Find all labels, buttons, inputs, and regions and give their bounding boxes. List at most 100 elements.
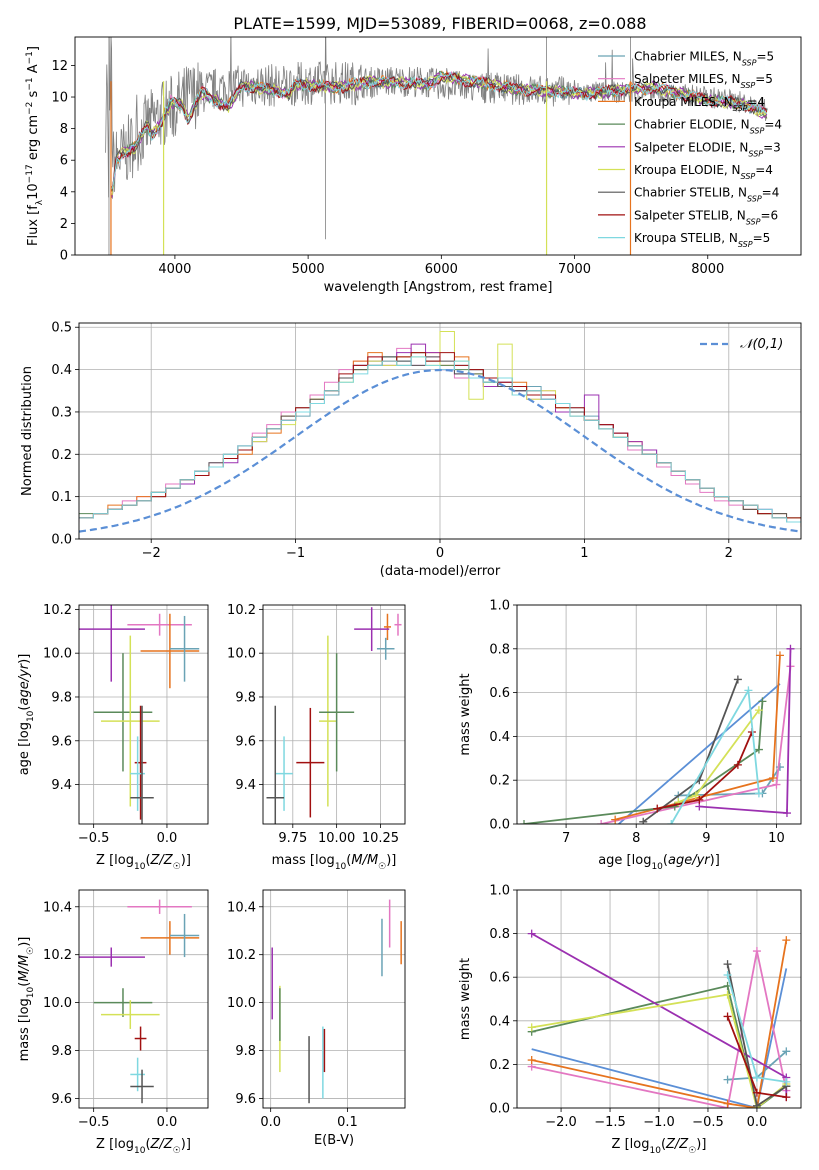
weight-marker bbox=[752, 947, 761, 956]
model-spectrum-chabrier-stelib bbox=[110, 71, 768, 192]
x-tick-label: 7000 bbox=[558, 262, 591, 277]
weight-marker bbox=[782, 1077, 791, 1086]
weight-line-chabrier-miles bbox=[678, 766, 781, 797]
y-tick-label: 9.8 bbox=[235, 690, 256, 705]
weight-marker bbox=[639, 817, 648, 824]
axes-frame bbox=[262, 889, 406, 1109]
y-axis-label: Flux [fλ10−17 erg cm−2 s−1 A−1] bbox=[25, 46, 45, 246]
axes-frame bbox=[78, 889, 209, 1109]
x-axis-label: wavelength [Angstrom, rest frame] bbox=[324, 280, 553, 295]
weight-line-kroupa-miles bbox=[531, 939, 788, 1108]
y-axis-label: mass weight bbox=[458, 958, 473, 1040]
y-tick-label: 10.0 bbox=[227, 996, 256, 1011]
weight-marker bbox=[667, 820, 676, 824]
y-tick-label: 10.2 bbox=[43, 603, 72, 618]
x-tick-label: 6000 bbox=[425, 262, 458, 277]
x-tick-label: 9 bbox=[702, 831, 710, 846]
y-tick-label: 10.4 bbox=[227, 900, 256, 915]
y-tick-label: 10.0 bbox=[43, 996, 72, 1011]
errorbars bbox=[79, 899, 200, 1104]
weight-marker bbox=[520, 820, 529, 824]
weight-marker bbox=[754, 789, 763, 798]
weight-marker bbox=[758, 697, 767, 706]
y-tick-label: 10.0 bbox=[43, 647, 72, 662]
weight-line-kroupa-stelib bbox=[670, 687, 760, 824]
weight-marker bbox=[752, 1101, 761, 1108]
errorbars bbox=[271, 899, 402, 1104]
x-tick-label: −2.0 bbox=[545, 1115, 577, 1130]
weight-marker bbox=[754, 745, 763, 754]
y-axis-label: age [log10(age/yr)] bbox=[17, 654, 36, 776]
x-tick-label: 10.00 bbox=[318, 831, 355, 846]
y-tick-label: 12 bbox=[51, 59, 68, 74]
weight-marker bbox=[782, 1093, 791, 1102]
y-tick-label: 9.6 bbox=[235, 1092, 256, 1107]
axes-frame bbox=[516, 889, 802, 1109]
model-spectrum-kroupa-stelib bbox=[110, 71, 768, 190]
weight-marker bbox=[691, 791, 700, 800]
x-tick-label: 10 bbox=[768, 831, 785, 846]
y-axis-label: mass weight bbox=[458, 673, 473, 755]
weight-marker bbox=[527, 1023, 536, 1032]
weight-lines bbox=[520, 644, 795, 824]
weight-lines bbox=[527, 929, 791, 1108]
legend-label: Salpeter STELIB, NSSP=6 bbox=[634, 208, 778, 226]
weight-marker bbox=[754, 706, 763, 715]
x-tick-label: 0.0 bbox=[260, 1115, 281, 1130]
weight-marker bbox=[723, 1099, 732, 1108]
weight-marker bbox=[752, 1073, 761, 1082]
errorbars bbox=[266, 607, 402, 824]
y-tick-label: 10.0 bbox=[227, 647, 256, 662]
y-tick-label: 0.2 bbox=[489, 1058, 510, 1073]
y-tick-label: 10.2 bbox=[227, 948, 256, 963]
x-tick-label: −1 bbox=[286, 546, 305, 561]
weight-line-salpeter-stelib bbox=[657, 731, 753, 810]
x-axis-label: Z [log10(Z/Z☉)] bbox=[96, 1137, 191, 1156]
y-tick-label: 1.0 bbox=[489, 599, 510, 614]
weight-marker bbox=[733, 675, 742, 684]
y-tick-label: 0.6 bbox=[489, 686, 510, 701]
panel-z-age: −0.5 0.0 9.4 9.6 9.8 10.0 10.2 Z [log10(Z/Z☉)] a… bbox=[17, 603, 209, 872]
axes-frame bbox=[78, 322, 802, 540]
y-tick-label: 0.4 bbox=[489, 1014, 510, 1029]
weight-line-kroupa-elodie bbox=[677, 709, 760, 803]
y-tick-label: 0.2 bbox=[51, 448, 72, 463]
x-tick-label: 7 bbox=[562, 831, 570, 846]
y-axis-label: mass [log10(M/M☉)] bbox=[17, 937, 36, 1062]
legend-label: Kroupa MILES, NSSP=4 bbox=[634, 95, 765, 113]
y-tick-label: 10.2 bbox=[227, 603, 256, 618]
gaussian-curve bbox=[79, 368, 799, 533]
x-tick-label: −1.5 bbox=[594, 1115, 626, 1130]
x-tick-label: 1 bbox=[580, 546, 588, 561]
x-tick-label: 5000 bbox=[292, 262, 325, 277]
x-tick-label: −0.5 bbox=[692, 1115, 724, 1130]
weight-marker bbox=[786, 644, 795, 653]
y-tick-label: 10.4 bbox=[43, 900, 72, 915]
weight-marker bbox=[695, 795, 704, 804]
weight-marker bbox=[723, 960, 732, 969]
weight-marker bbox=[723, 990, 732, 999]
x-tick-label: 0 bbox=[436, 546, 444, 561]
legend-label: Kroupa STELIB, NSSP=5 bbox=[634, 231, 770, 249]
weight-line-blue bbox=[531, 968, 788, 1108]
model-spectrum-salpeter-elodie bbox=[110, 72, 768, 199]
x-tick-label: −1.0 bbox=[643, 1115, 675, 1130]
weight-marker bbox=[744, 686, 753, 695]
errorbars bbox=[79, 605, 200, 824]
y-tick-label: 6 bbox=[60, 154, 68, 169]
x-tick-label: 2 bbox=[725, 546, 733, 561]
weight-marker bbox=[775, 651, 784, 660]
y-tick-label: 4 bbox=[60, 185, 68, 200]
x-axis-label: Z [log10(Z/Z☉)] bbox=[612, 1137, 707, 1156]
y-tick-label: 1.0 bbox=[489, 884, 510, 899]
y-tick-label: 8 bbox=[60, 122, 68, 137]
x-tick-label: 4000 bbox=[158, 262, 191, 277]
y-tick-label: 9.4 bbox=[51, 778, 72, 793]
weight-marker bbox=[782, 809, 791, 818]
legend-label: Salpeter MILES, NSSP=5 bbox=[634, 72, 773, 90]
legend-label: 𝒩(0,1) bbox=[740, 337, 783, 352]
panel-z-weight: −2.0 −1.5 −1.0 −0.5 0.0 0.0 0.2 0.4 0.6 0.8 1.0 Z [… bbox=[458, 884, 802, 1156]
x-axis-label: E(B-V) bbox=[314, 1133, 354, 1148]
y-tick-label: 10.2 bbox=[43, 948, 72, 963]
